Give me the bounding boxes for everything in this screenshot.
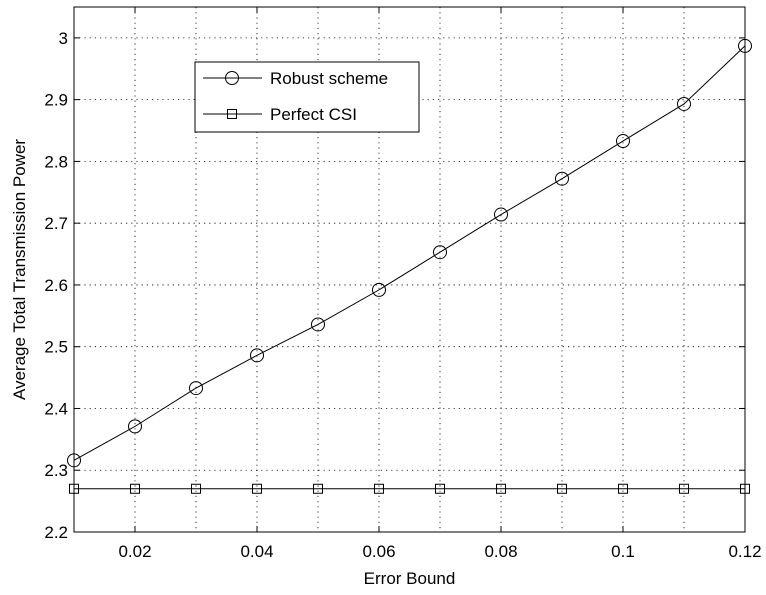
square-marker (679, 483, 689, 494)
square-marker (435, 483, 445, 494)
x-tick-label: 0.06 (362, 542, 395, 561)
circle-marker (738, 38, 752, 53)
legend-entry: Perfect CSI (203, 105, 357, 124)
legend-entry: Robust scheme (203, 69, 388, 88)
y-tick-label: 2.6 (44, 276, 68, 295)
x-axis-label: Error Bound (364, 569, 456, 588)
square-marker (130, 483, 140, 494)
y-tick-label: 2.8 (44, 152, 68, 171)
circle-marker (67, 453, 81, 468)
y-tick-label: 2.7 (44, 214, 68, 233)
legend-circle-marker (225, 71, 239, 85)
series-layer (67, 38, 752, 494)
circle-marker (128, 419, 142, 434)
circle-marker (433, 245, 447, 260)
square-marker (313, 483, 323, 494)
legend-box (194, 61, 420, 133)
legend: Robust scheme Perfect CSI (194, 61, 420, 133)
circle-marker (311, 317, 325, 332)
y-axis-label: Average Total Transmission Power (10, 139, 29, 400)
square-marker (557, 483, 567, 494)
circle-marker (677, 96, 691, 111)
series-robust-scheme (67, 38, 752, 468)
square-marker (374, 483, 384, 494)
circle-marker (189, 381, 203, 396)
x-tick-label: 0.1 (611, 542, 635, 561)
y-tick-label: 2.3 (44, 461, 68, 480)
plot-frame (73, 6, 746, 533)
circle-marker (616, 134, 630, 149)
square-marker (252, 483, 262, 494)
y-tick-label: 3 (59, 29, 68, 48)
legend-label: Perfect CSI (270, 105, 357, 124)
legend-label: Robust scheme (270, 69, 388, 88)
square-marker (69, 483, 79, 494)
x-tick-label: 0.04 (240, 542, 273, 561)
axes-layer: 0.02 0.04 0.06 0.08 0.1 0.12 2.2 2.3 2.4 2.5 2.6 2.… (44, 6, 762, 561)
square-marker (740, 483, 750, 494)
circle-marker (372, 282, 386, 297)
circle-marker (494, 207, 508, 222)
y-tick-label: 2.2 (44, 523, 68, 542)
y-tick-label: 2.4 (44, 399, 68, 418)
square-marker (191, 483, 201, 494)
x-tick-label: 0.08 (484, 542, 517, 561)
legend-square-marker (227, 109, 237, 119)
circle-marker (555, 171, 569, 186)
x-tick-label: 0.02 (118, 542, 151, 561)
x-tick-label: 0.12 (728, 542, 761, 561)
y-tick-label: 2.5 (44, 338, 68, 357)
y-tick-label: 2.9 (44, 91, 68, 110)
square-marker (618, 483, 628, 494)
square-marker (496, 483, 506, 494)
series-perfect-csi (69, 483, 750, 494)
circle-marker (250, 348, 264, 363)
series-line (73, 45, 746, 461)
